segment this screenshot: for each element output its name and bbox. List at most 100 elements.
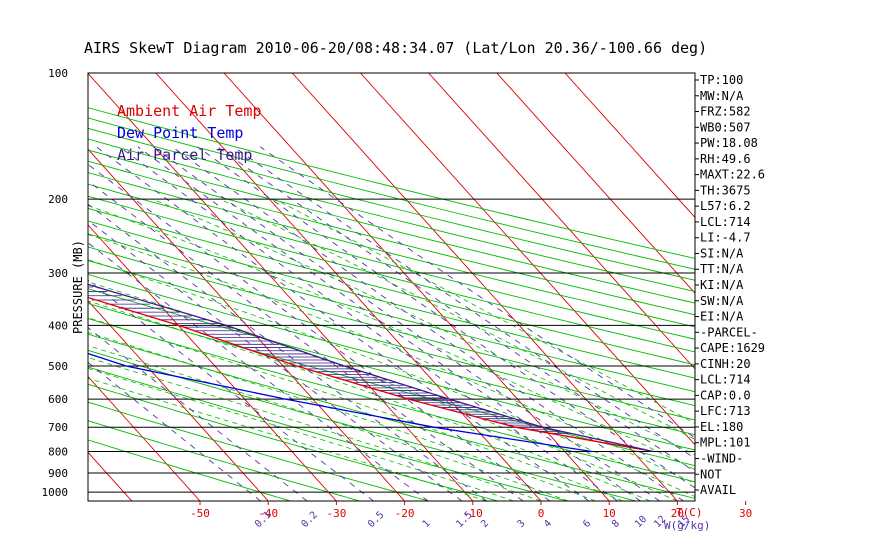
dry-adiabat-line (88, 117, 695, 270)
bottom-temperature-tick-label: -40 (258, 507, 278, 520)
index-label: LCL:714 (700, 373, 751, 387)
moist-adiabat-line (88, 345, 569, 501)
index-label: KI:N/A (700, 278, 744, 292)
dry-adiabat-line (88, 333, 695, 499)
index-label: MW:N/A (700, 89, 744, 103)
mixing-ratio-unit-label: W(g/kg) (664, 519, 710, 532)
mixing-ratio-line (171, 146, 684, 501)
isotherm-line (0, 73, 64, 501)
dry-adiabat-line (88, 220, 695, 379)
pressure-tick-label: 300 (48, 267, 68, 280)
index-label: AVAIL (700, 483, 736, 497)
index-label: -PARCEL- (700, 325, 758, 339)
plot-frame (87, 72, 696, 502)
bottom-temperature-tick-label: -30 (326, 507, 346, 520)
mixing-ratio-line (216, 146, 695, 473)
dry-adiabat-line (88, 288, 695, 451)
index-label: WB0:507 (700, 120, 751, 134)
mixing-ratio-tick-label: 6 (581, 518, 593, 530)
pressure-tick-label: 900 (48, 467, 68, 480)
dry-adiabat-line (88, 107, 695, 259)
index-label: FRZ:582 (700, 105, 751, 119)
dry-adiabat-line (88, 302, 695, 467)
dry-adiabat-line (88, 349, 637, 501)
chart-legend: Ambient Air Temp Dew Point Temp Air Parcel… (117, 102, 262, 164)
bottom-temperature-tick-label: -10 (463, 507, 483, 520)
index-label: SI:N/A (700, 246, 744, 260)
dry-adiabat-line (88, 318, 695, 483)
isotherm-line (291, 73, 678, 501)
index-label: RH:49.6 (700, 152, 751, 166)
moist-adiabat-line (88, 300, 651, 501)
temperature-unit-label: T(C) (676, 506, 703, 519)
dry-adiabat-line (88, 195, 695, 353)
dry-adiabat-line (88, 172, 695, 328)
pressure-tick-label: 1000 (42, 486, 69, 499)
pressure-tick-label: 700 (48, 421, 68, 434)
profile-line-1 (88, 352, 592, 453)
mixing-ratio-tick-label: 0.2 (299, 510, 320, 531)
moist-adiabat-line (88, 259, 695, 497)
legend-entry: Ambient Air Temp (117, 102, 262, 120)
mixing-ratio-line (88, 327, 308, 501)
legend-entry: Air Parcel Temp (117, 146, 252, 164)
profile-line-2 (88, 283, 654, 453)
mixing-ratio-line (88, 163, 551, 501)
index-label: MAXT:22.6 (700, 168, 765, 182)
dry-adiabat-line (88, 246, 695, 407)
moist-adiabat-line (88, 317, 623, 501)
dry-adiabat-line (88, 183, 695, 340)
mixing-ratio-tick-label: 10 (633, 514, 649, 530)
bottom-temperature-tick-label: -20 (395, 507, 415, 520)
index-label: LFC:713 (700, 404, 751, 418)
dry-adiabat-line (88, 207, 695, 366)
index-label: PW:18.08 (700, 136, 758, 150)
index-label: LCL:714 (700, 215, 751, 229)
dry-adiabat-line (88, 149, 695, 304)
isotherm-line (88, 300, 269, 501)
pressure-tick-label: 100 (48, 67, 68, 80)
moist-adiabat-line (88, 205, 695, 471)
bottom-temperature-tick-label: 0 (538, 507, 545, 520)
isotherm-line (88, 375, 201, 501)
profile-line-0 (88, 296, 654, 453)
index-label: CINH:20 (700, 357, 751, 371)
moist-adiabat-line (88, 332, 596, 501)
isotherm-line (564, 73, 695, 219)
dry-adiabat-line (88, 273, 695, 436)
isotherm-line (88, 224, 337, 501)
index-label: TT:N/A (700, 262, 744, 276)
dry-adiabat-line (88, 420, 360, 501)
index-label: NOT (700, 467, 722, 481)
mixing-ratio-tick-label: 3 (515, 518, 527, 530)
dry-adiabat-line (88, 160, 695, 316)
dry-adiabat-line (88, 233, 695, 393)
index-label: L57:6.2 (700, 199, 751, 213)
moist-adiabat-line (88, 367, 514, 501)
index-label: TP:100 (700, 73, 743, 87)
chart-title: AIRS SkewT Diagram 2010-06-20/08:48:34.0… (84, 39, 707, 57)
pressure-tick-label: 600 (48, 393, 68, 406)
isotherm-line (88, 148, 405, 501)
moist-adiabat-line (152, 198, 695, 456)
bottom-temperature-tick-label: 20 (671, 507, 684, 520)
index-label: LI:-4.7 (700, 231, 751, 245)
dry-adiabat-line (88, 439, 291, 501)
mixing-ratio-tick-label: 2 (479, 518, 491, 530)
dry-adiabat-line (88, 401, 430, 501)
mixing-ratio-line (96, 146, 590, 501)
index-label: -WIND- (700, 451, 743, 465)
dry-adiabat-line (88, 127, 695, 281)
dry-adiabat-line (88, 366, 568, 501)
pressure-tick-label: 800 (48, 446, 68, 459)
mixing-ratio-tick-label: 4 (542, 518, 554, 530)
bottom-temperature-tick-label: 30 (739, 507, 752, 520)
pressure-tick-label: 200 (48, 193, 68, 206)
isotherm-line (428, 73, 695, 370)
isotherm-line (496, 73, 695, 294)
index-label: CAP:0.0 (700, 388, 751, 402)
mixing-ratio-tick-label: 1 (421, 518, 433, 530)
legend-entry: Dew Point Temp (117, 124, 243, 142)
chart-plot-area (0, 73, 695, 501)
